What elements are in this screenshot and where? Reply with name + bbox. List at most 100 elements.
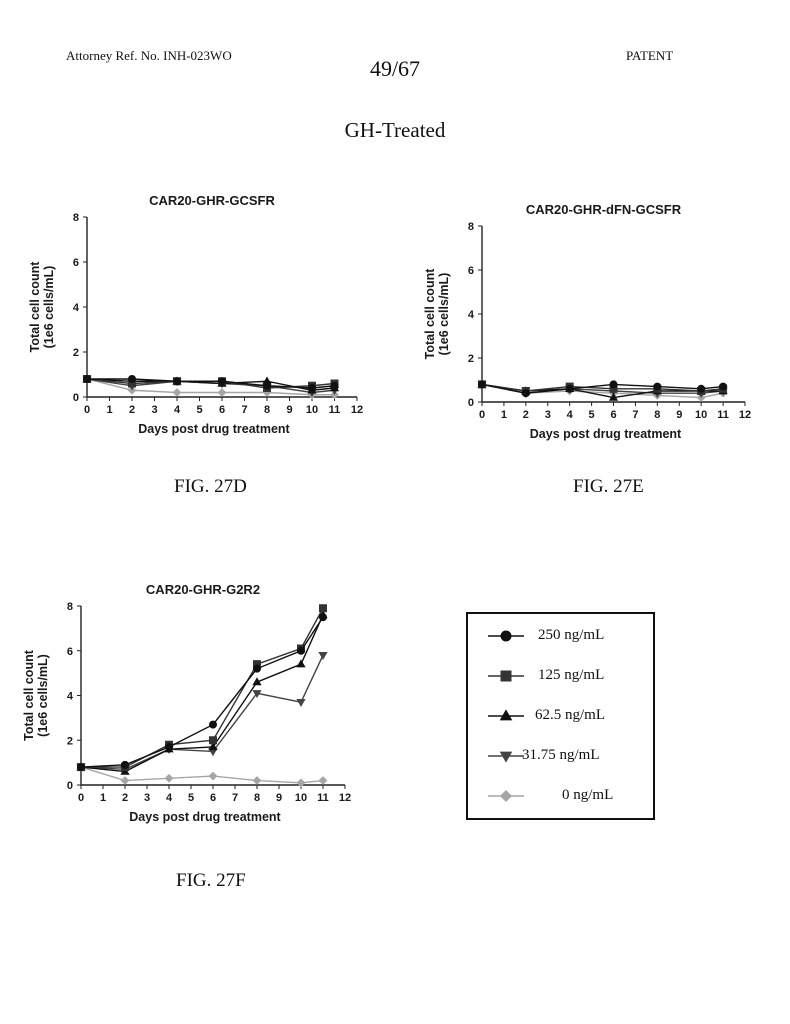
- data-point: [330, 381, 339, 390]
- y-tick-label: 2: [73, 347, 79, 359]
- data-point: [296, 778, 306, 788]
- legend-symbol: [488, 630, 524, 642]
- x-tick-label: 5: [188, 792, 194, 804]
- data-point: [164, 773, 174, 783]
- x-tick-label: 3: [144, 792, 150, 804]
- x-tick-label: 1: [106, 404, 112, 416]
- chart-title: CAR20-GHR-dFN-GCSFR: [526, 202, 682, 217]
- series-line: [80, 616, 324, 768]
- legend-symbol: [488, 751, 524, 763]
- data-point: [499, 709, 513, 721]
- x-tick-label: 1: [100, 792, 106, 804]
- data-point: [165, 742, 173, 751]
- data-point: [565, 384, 574, 393]
- x-axis-label: Days post drug treatment: [530, 427, 682, 441]
- x-tick-label: 0: [84, 404, 90, 416]
- data-point: [208, 748, 218, 757]
- legend-symbol: [488, 670, 524, 682]
- data-point: [253, 664, 261, 673]
- page-heading: GH-Treated: [344, 118, 446, 142]
- x-tick-label: 12: [351, 404, 363, 416]
- data-point: [297, 646, 305, 655]
- x-tick-label: 5: [196, 404, 202, 416]
- y-tick-label: 4: [67, 691, 74, 703]
- data-point: [318, 652, 328, 661]
- chart-title: CAR20-GHR-G2R2: [146, 582, 260, 597]
- y-tick-label: 4: [468, 309, 475, 321]
- y-axis-label: Total cell count: [22, 649, 36, 741]
- series-line: [80, 654, 324, 771]
- data-point: [697, 384, 706, 393]
- figure-caption-27f: FIG. 27F: [176, 870, 246, 891]
- y-tick-label: 2: [468, 353, 474, 365]
- legend-label: 125 ng/mL: [538, 667, 605, 683]
- legend-item: 31.75 ng/mL: [468, 744, 657, 768]
- data-point: [296, 659, 306, 668]
- data-point: [318, 776, 328, 785]
- x-tick-label: 12: [739, 409, 751, 421]
- y-tick-label: 8: [67, 601, 73, 613]
- x-tick-label: 2: [523, 409, 529, 421]
- series-line: [81, 607, 324, 768]
- y-axis-label: Total cell count: [28, 261, 42, 353]
- x-tick-label: 11: [329, 404, 341, 416]
- data-point: [120, 776, 130, 785]
- data-point: [609, 384, 618, 393]
- legend-item: 0 ng/mL: [468, 784, 657, 808]
- data-point: [609, 380, 618, 389]
- page-number: 49/67: [369, 56, 421, 81]
- data-point: [308, 384, 316, 392]
- x-tick-label: 3: [545, 409, 551, 421]
- data-point: [262, 388, 272, 397]
- x-tick-label: 10: [306, 404, 318, 416]
- x-tick-label: 10: [295, 792, 307, 804]
- y-axis-label: (1e6 cells/mL): [437, 273, 451, 356]
- x-tick-label: 9: [276, 792, 282, 804]
- x-tick-label: 8: [254, 792, 260, 804]
- legend-symbol: [488, 709, 524, 721]
- chart-title: CAR20-GHR-GCSFR: [149, 193, 275, 208]
- x-tick-label: 2: [129, 404, 135, 416]
- series-line: [80, 614, 324, 773]
- y-tick-label: 8: [468, 221, 474, 233]
- data-point: [208, 742, 218, 751]
- figure-caption-27e: FIG. 27E: [573, 476, 644, 497]
- data-point: [128, 379, 136, 388]
- x-tick-label: 4: [567, 409, 574, 421]
- data-point: [719, 382, 728, 391]
- x-tick-label: 8: [654, 409, 660, 421]
- x-tick-label: 11: [717, 409, 729, 421]
- x-tick-label: 6: [210, 792, 216, 804]
- y-tick-label: 2: [67, 735, 73, 747]
- y-tick-label: 4: [73, 302, 80, 314]
- figure-caption-27d: FIG. 27D: [174, 476, 247, 497]
- data-point: [319, 613, 327, 622]
- y-tick-label: 6: [67, 646, 73, 658]
- data-point: [121, 760, 129, 769]
- data-point: [128, 375, 136, 383]
- legend-label: 250 ng/mL: [538, 627, 605, 643]
- data-point: [262, 376, 272, 385]
- data-point: [263, 381, 271, 390]
- x-tick-label: 8: [264, 404, 270, 416]
- legend-label: 31.75 ng/mL: [522, 747, 600, 763]
- x-tick-label: 7: [241, 404, 247, 416]
- data-point: [500, 630, 512, 642]
- x-tick-label: 12: [339, 792, 351, 804]
- data-point: [499, 789, 513, 803]
- data-point: [296, 699, 306, 708]
- data-point: [521, 389, 530, 398]
- legend-item: 62.5 ng/mL: [468, 704, 657, 728]
- data-point: [319, 604, 327, 613]
- data-point: [172, 388, 182, 397]
- legend-label: 0 ng/mL: [562, 787, 614, 803]
- y-tick-label: 0: [73, 392, 79, 404]
- x-tick-label: 4: [174, 404, 181, 416]
- data-point: [77, 763, 85, 772]
- x-tick-label: 9: [286, 404, 292, 416]
- data-point: [252, 677, 262, 686]
- x-tick-label: 5: [589, 409, 595, 421]
